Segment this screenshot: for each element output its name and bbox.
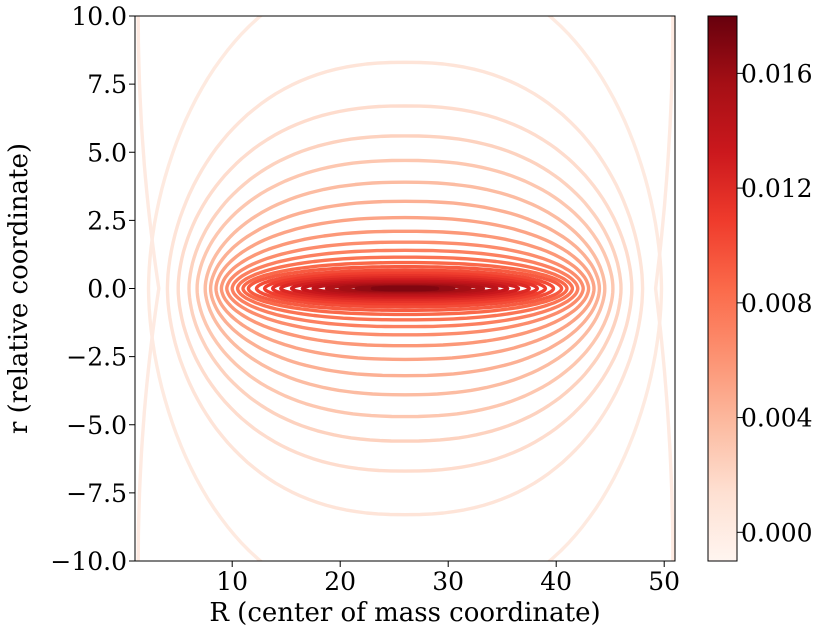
contour-level-4 bbox=[187, 134, 623, 443]
contour-level-8 bbox=[214, 215, 596, 362]
y-tick-label: 7.5 bbox=[87, 70, 127, 99]
colorbar-axis: 0.000 0.004 0.008 0.012 0.016 bbox=[737, 59, 813, 547]
contour-level-2 bbox=[165, 60, 645, 517]
colorbar bbox=[707, 15, 738, 562]
colorbar-tick-label: 0.000 bbox=[741, 518, 813, 547]
contour-level-13 bbox=[241, 260, 569, 317]
y-tick-label: 0.0 bbox=[87, 275, 127, 304]
contour-level-7 bbox=[208, 199, 602, 378]
x-axis-label: R (center of mass coordinate) bbox=[209, 598, 600, 628]
contour-level-3 bbox=[176, 104, 634, 473]
contour-level-14 bbox=[246, 265, 564, 312]
x-tick-label: 50 bbox=[648, 567, 680, 596]
contour-level-5 bbox=[195, 158, 615, 419]
contour-level-9 bbox=[219, 229, 591, 348]
side-contour-2 bbox=[653, 16, 675, 561]
contour-level-1 bbox=[146, 16, 664, 561]
contour-level-11 bbox=[230, 248, 580, 329]
contour-level-16 bbox=[262, 271, 548, 306]
y-tick-label: −5.0 bbox=[66, 411, 127, 440]
contour-level-18 bbox=[279, 276, 531, 301]
y-tick-label: 5.0 bbox=[87, 138, 127, 167]
y-tick-label: −10.0 bbox=[50, 547, 127, 576]
x-tick-label: 20 bbox=[324, 567, 356, 596]
colorbar-tick-label: 0.004 bbox=[741, 404, 813, 433]
y-tick-label: 2.5 bbox=[87, 206, 127, 235]
contour-level-17 bbox=[271, 274, 539, 303]
x-tick-label: 40 bbox=[540, 567, 572, 596]
colorbar-tick-label: 0.016 bbox=[741, 59, 813, 88]
x-tick-label: 10 bbox=[216, 567, 248, 596]
contour-level-12 bbox=[235, 255, 575, 322]
y-tick-label: −2.5 bbox=[66, 343, 127, 372]
y-tick-label: −7.5 bbox=[66, 479, 127, 508]
side-contour-1 bbox=[136, 16, 161, 561]
contour-lines bbox=[136, 16, 675, 561]
y-axis-label: r (relative coordinate) bbox=[4, 143, 34, 434]
colorbar-tick-label: 0.012 bbox=[741, 174, 813, 203]
contour-level-15 bbox=[254, 268, 556, 309]
contour-level-10 bbox=[225, 240, 585, 337]
colorbar-tick-label: 0.008 bbox=[741, 289, 813, 318]
contour-level-25 bbox=[370, 285, 440, 292]
x-tick-label: 30 bbox=[432, 567, 464, 596]
y-tick-label: 10.0 bbox=[71, 2, 127, 31]
y-axis: 10.0 7.5 5.0 2.5 0.0 −2.5 −5.0 −7.5 −10.0 bbox=[50, 2, 135, 576]
contour-level-6 bbox=[203, 180, 607, 397]
x-axis: 10 20 30 40 50 bbox=[216, 561, 680, 596]
